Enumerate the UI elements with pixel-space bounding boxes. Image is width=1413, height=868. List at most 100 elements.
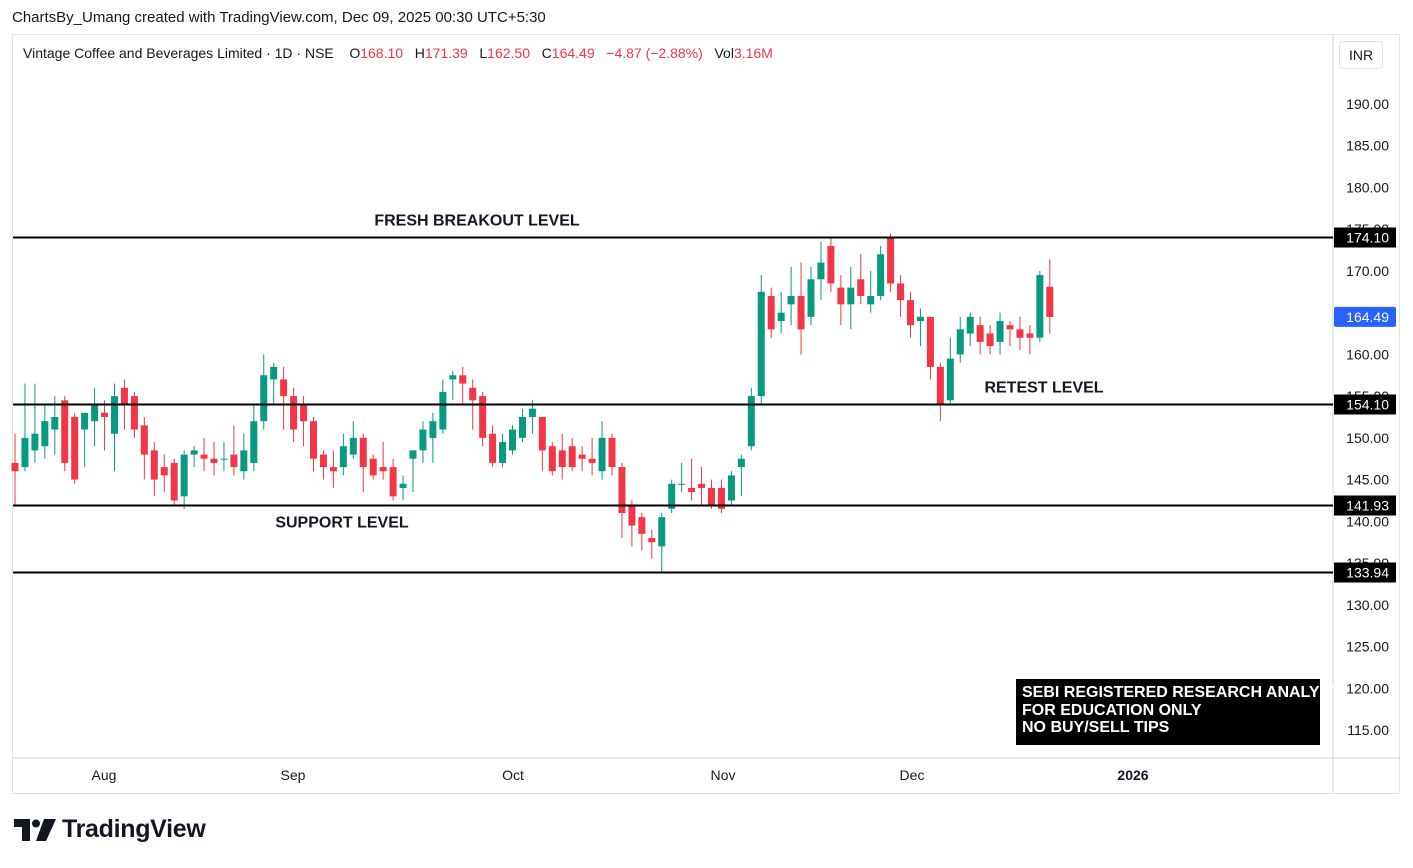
- candle-body: [926, 316, 934, 367]
- tradingview-logo-icon: [14, 818, 56, 841]
- candle-body: [61, 400, 69, 463]
- candle: [518, 408, 526, 443]
- candle: [489, 425, 497, 468]
- candle: [946, 337, 954, 405]
- candle: [538, 417, 546, 472]
- candle-body: [11, 462, 19, 472]
- last-price-tag-label: 164.49: [1346, 309, 1389, 325]
- candle-body: [120, 387, 128, 405]
- level-price-tag-label: 133.94: [1346, 565, 1389, 581]
- candle: [598, 421, 606, 480]
- time-tick-label: Oct: [502, 767, 524, 783]
- close-value: 164.49: [551, 45, 595, 61]
- candle-body: [1046, 286, 1054, 317]
- candle-body: [638, 517, 646, 534]
- candle: [91, 387, 99, 447]
- currency-button[interactable]: INR: [1339, 41, 1383, 69]
- candle-body: [369, 458, 377, 476]
- candle-body: [976, 325, 984, 342]
- open-label: O: [349, 45, 361, 61]
- price-axis[interactable]: 190.00185.00180.00175.00170.00165.00160.…: [1346, 96, 1389, 738]
- candle-body: [847, 287, 855, 305]
- candle-body: [578, 454, 586, 459]
- candle: [51, 396, 59, 455]
- candle: [180, 450, 188, 509]
- candle: [678, 462, 686, 493]
- candle: [101, 400, 109, 451]
- candle: [260, 354, 268, 430]
- candle-body: [568, 446, 576, 468]
- candle-body: [329, 467, 337, 472]
- candle: [688, 458, 696, 501]
- candle: [389, 458, 397, 501]
- candle: [668, 479, 676, 513]
- tradingview-logo[interactable]: TradingView: [14, 815, 206, 844]
- time-tick-label: 2026: [1117, 767, 1148, 783]
- high-label: H: [414, 45, 425, 61]
- candle-body: [548, 446, 556, 472]
- candle: [280, 366, 288, 430]
- time-axis[interactable]: Aug Sep Oct Nov Dec 2026: [92, 767, 1149, 783]
- level-price-tag: [1334, 227, 1396, 248]
- candle-body: [190, 450, 198, 455]
- level-annotation: RETEST LEVEL: [984, 380, 1103, 397]
- price-tick-label: 150.00: [1346, 430, 1389, 446]
- candle-body: [658, 517, 666, 547]
- candle-body: [469, 387, 477, 401]
- candle: [11, 433, 19, 505]
- candle: [698, 467, 706, 505]
- symbol-legend[interactable]: Vintage Coffee and Beverages Limited · 1…: [23, 45, 773, 61]
- candle-body: [767, 295, 775, 330]
- candle-body: [140, 425, 148, 455]
- candle: [717, 479, 725, 513]
- candle: [837, 275, 845, 326]
- candle: [916, 308, 924, 347]
- candle-body: [409, 450, 417, 459]
- time-tick-label: Dec: [900, 767, 925, 783]
- candle: [31, 383, 39, 463]
- candle-body: [887, 237, 895, 284]
- candle: [887, 233, 895, 292]
- candle-body: [180, 454, 188, 497]
- candle-body: [41, 421, 49, 447]
- candles-layer: [11, 233, 1054, 572]
- candle-body: [290, 396, 298, 430]
- candle: [976, 316, 984, 355]
- price-tick-label: 120.00: [1346, 680, 1389, 696]
- candle: [936, 362, 944, 422]
- candle-body: [1006, 325, 1014, 330]
- candle: [548, 442, 556, 476]
- price-tick-label: 180.00: [1346, 179, 1389, 195]
- candle-body: [727, 475, 735, 501]
- candle: [877, 245, 885, 301]
- candle-body: [300, 404, 308, 422]
- candle: [926, 316, 934, 380]
- candle-body: [130, 396, 138, 430]
- candle: [578, 446, 586, 472]
- candle: [628, 500, 636, 547]
- candle-body: [51, 417, 59, 430]
- candle: [1016, 316, 1024, 351]
- open-value: 168.10: [360, 45, 404, 61]
- candle-body: [319, 454, 327, 468]
- low-value: 162.50: [487, 45, 530, 61]
- candle-body: [160, 467, 168, 476]
- disclaimer-line: NO BUY/SELL TIPS: [1022, 719, 1170, 736]
- candle: [558, 433, 566, 480]
- candle-body: [708, 487, 715, 505]
- candle-body: [757, 291, 765, 397]
- candle-body: [479, 396, 487, 438]
- candle: [429, 412, 437, 463]
- candle: [827, 237, 835, 292]
- change-value: −4.87 (−2.88%): [606, 45, 703, 61]
- candle-body: [618, 467, 626, 513]
- candle: [230, 425, 238, 476]
- candle-body: [528, 408, 536, 417]
- candle: [618, 462, 626, 539]
- candle: [588, 437, 596, 476]
- candle-body: [668, 483, 676, 509]
- candle: [160, 454, 168, 493]
- candle: [479, 391, 487, 447]
- candle-body: [827, 245, 835, 284]
